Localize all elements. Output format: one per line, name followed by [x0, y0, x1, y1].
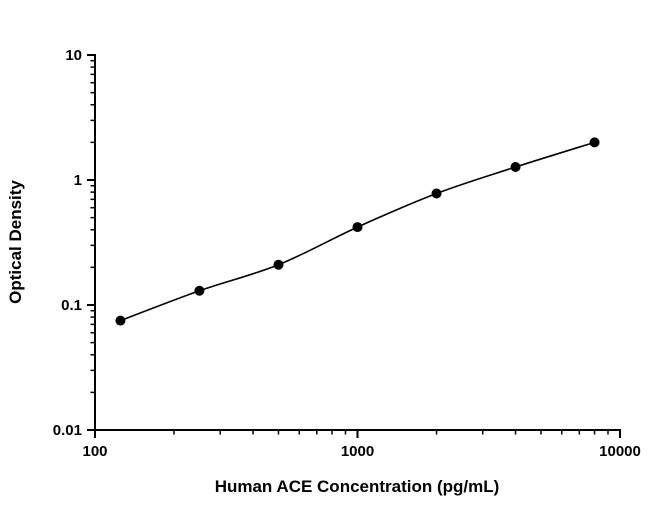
- data-point: [510, 162, 521, 173]
- axes-lines: [94, 54, 621, 431]
- plot-layer: 100 1000 10000 0.01 0.1 1 10: [53, 47, 641, 460]
- y-tick-label: 0.01: [53, 422, 82, 439]
- data-point: [431, 188, 442, 199]
- data-point: [115, 315, 126, 326]
- y-tick-label: 1: [74, 172, 82, 189]
- data-point: [352, 222, 363, 233]
- data-point: [273, 259, 284, 270]
- data-point: [194, 285, 205, 296]
- x-tick-label: 100: [82, 443, 107, 460]
- y-axis-title: Optical Density: [6, 180, 25, 304]
- y-tick-label: 10: [65, 47, 82, 64]
- data-point: [589, 137, 600, 148]
- x-axis-title: Human ACE Concentration (pg/mL): [215, 477, 500, 496]
- y-tick-label: 0.1: [61, 297, 82, 314]
- x-tick-label: 10000: [599, 443, 641, 460]
- x-tick-label: 1000: [341, 443, 374, 460]
